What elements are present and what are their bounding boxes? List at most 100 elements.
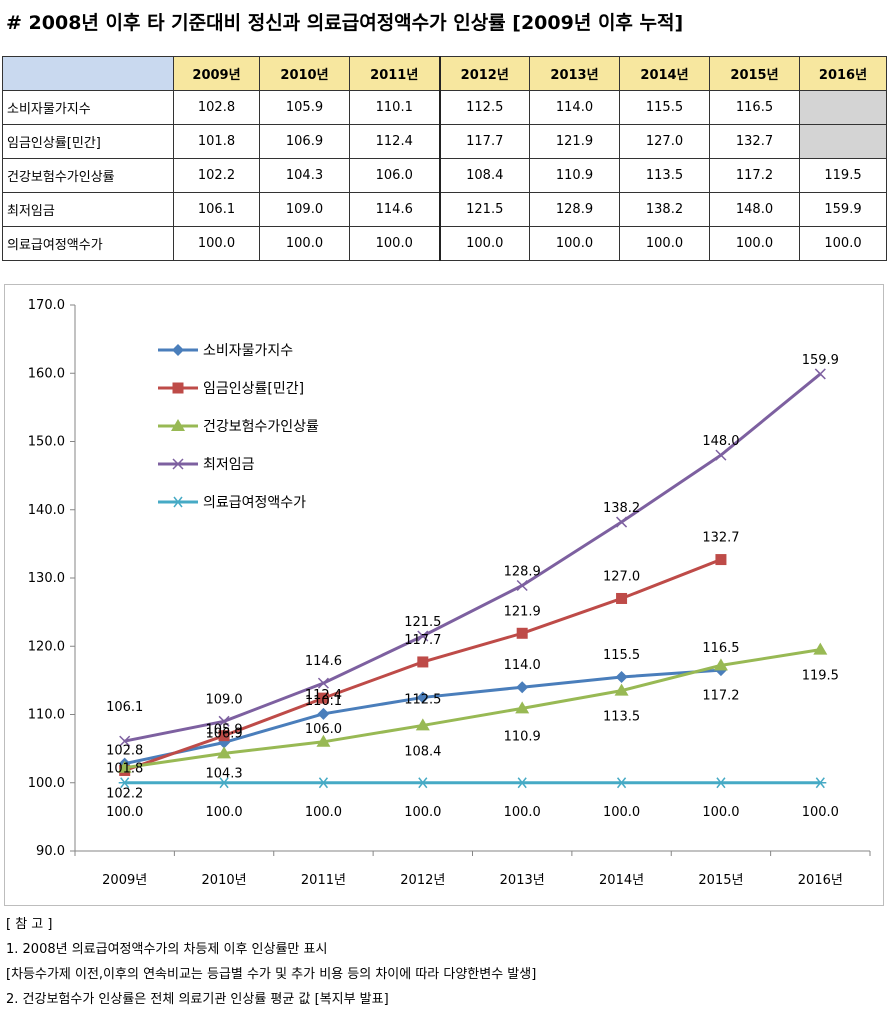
data-label: 127.0: [603, 569, 640, 584]
table-row: 의료급여정액수가 100.0 100.0 100.0 100.0 100.0 1…: [2, 226, 887, 261]
row-label: 최저임금: [2, 192, 174, 227]
data-label: 115.5: [603, 648, 640, 663]
table-row: 임금인상률[민간] 101.8 106.9 112.4 117.7 121.9 …: [2, 124, 887, 159]
data-label: 100.0: [702, 805, 739, 820]
year-header: 2014년: [619, 56, 710, 91]
table-cell-empty: [799, 124, 887, 159]
y-tick-label: 170.0: [28, 298, 65, 313]
y-tick-label: 100.0: [28, 776, 65, 791]
legend-label: 소비자물가지수: [203, 343, 293, 359]
table-cell: 100.0: [799, 226, 887, 261]
data-point-x: [516, 579, 528, 592]
data-label: 100.0: [802, 805, 839, 820]
table-cell: 110.1: [349, 90, 440, 125]
series-line: [124, 648, 821, 770]
data-point-x: [814, 368, 826, 380]
legend-label: 임금인상률[민간]: [203, 381, 304, 397]
data-point-triangle: [316, 734, 331, 747]
legend-label: 건강보험수가인상률: [203, 419, 319, 435]
note-line-3: 2. 건강보험수가 인상률은 전체 의료기관 인상률 평균 값 [복지부 발표]: [6, 992, 389, 1007]
table-cell: 105.9: [259, 90, 350, 125]
table-cell: 100.0: [529, 226, 620, 261]
row-label: 임금인상률[민간]: [2, 124, 174, 159]
data-label: 106.9: [205, 727, 242, 742]
data-point-square: [317, 692, 329, 704]
data-label: 112.4: [305, 688, 342, 703]
table-cell: 159.9: [799, 192, 887, 227]
data-label: 100.0: [603, 805, 640, 820]
note-line-2: [차등수가제 이전,이후의 연속비교는 등급별 수가 및 추가 비용 등의 차이…: [6, 967, 537, 982]
data-point-square: [616, 592, 628, 604]
table-cell: 100.0: [709, 226, 800, 261]
data-label: 100.0: [504, 805, 541, 820]
data-label: 132.7: [702, 531, 739, 546]
table-header-row: 2009년 2010년 2011년 2012년 2013년 2014년 2015…: [2, 56, 887, 91]
table-cell-empty: [799, 90, 887, 125]
y-tick-label: 160.0: [28, 366, 65, 381]
row-label: 소비자물가지수: [2, 90, 174, 125]
x-tick-label: 2010년: [202, 873, 247, 888]
data-label: 138.2: [603, 501, 640, 516]
table-cell: 106.1: [173, 192, 260, 227]
data-label: 104.3: [205, 766, 242, 781]
data-point-triangle: [415, 718, 430, 731]
data-point-x: [317, 677, 329, 689]
data-point-diamond: [516, 681, 529, 694]
data-point-triangle: [713, 658, 728, 671]
legend-label: 의료급여정액수가: [203, 495, 306, 511]
table-cell: 127.0: [619, 124, 710, 159]
legend-label: 최저임금: [203, 457, 255, 473]
data-label: 113.5: [603, 710, 640, 725]
data-point-diamond: [317, 707, 330, 720]
data-point-star: [118, 777, 131, 789]
x-tick-label: 2012년: [400, 873, 445, 888]
chart-frame: [4, 284, 884, 906]
data-label: 117.2: [702, 688, 739, 703]
year-header: 2015년: [709, 56, 800, 91]
data-point-triangle: [614, 683, 629, 696]
data-label: 101.8: [106, 761, 143, 776]
data-point-square: [417, 656, 429, 668]
data-point-star: [218, 777, 231, 789]
data-point-square: [218, 730, 230, 742]
page-title: # 2008년 이후 타 기준대비 정신과 의료급여정액수가 인상률 [2009…: [6, 12, 684, 34]
data-label: 117.7: [404, 633, 441, 648]
data-point-diamond: [416, 691, 429, 704]
year-header: 2013년: [529, 56, 620, 91]
data-point-star: [615, 777, 628, 789]
data-label: 100.0: [106, 805, 143, 820]
data-label: 114.0: [504, 658, 541, 673]
y-tick-label: 140.0: [28, 503, 65, 518]
table-cell: 132.7: [709, 124, 800, 159]
data-point-triangle: [217, 746, 232, 759]
data-point-x: [218, 715, 230, 727]
data-label: 108.4: [404, 744, 441, 759]
y-tick-label: 120.0: [28, 639, 65, 654]
data-label: 109.0: [205, 692, 242, 707]
data-point-triangle: [813, 642, 828, 655]
table-cell: 121.9: [529, 124, 620, 159]
table-cell: 112.4: [349, 124, 440, 159]
year-header: 2012년: [438, 56, 530, 91]
row-label: 의료급여정액수가: [2, 226, 174, 261]
notes-section: [ 참 고 ] 1. 2008년 의료급여정액수가의 차등제 이후 인상률만 표…: [6, 912, 536, 1012]
data-point-square: [715, 554, 727, 566]
table-cell: 108.4: [438, 158, 530, 193]
data-label: 121.9: [504, 604, 541, 619]
table-cell: 100.0: [619, 226, 710, 261]
data-label: 114.6: [305, 654, 342, 669]
x-tick-label: 2009년: [102, 873, 147, 888]
table-cell: 100.0: [173, 226, 260, 261]
data-label: 110.1: [305, 694, 342, 709]
x-tick-label: 2015년: [698, 873, 743, 888]
data-label: 102.8: [106, 744, 143, 759]
table-cell: 115.5: [619, 90, 710, 125]
data-point-star: [814, 777, 827, 789]
data-label: 116.5: [702, 641, 739, 656]
data-label: 119.5: [802, 669, 839, 684]
table-row: 최저임금 106.1 109.0 114.6 121.5 128.9 138.2…: [2, 192, 887, 227]
table-cell: 106.9: [259, 124, 350, 159]
data-label: 112.5: [404, 692, 441, 707]
data-label: 100.0: [404, 805, 441, 820]
